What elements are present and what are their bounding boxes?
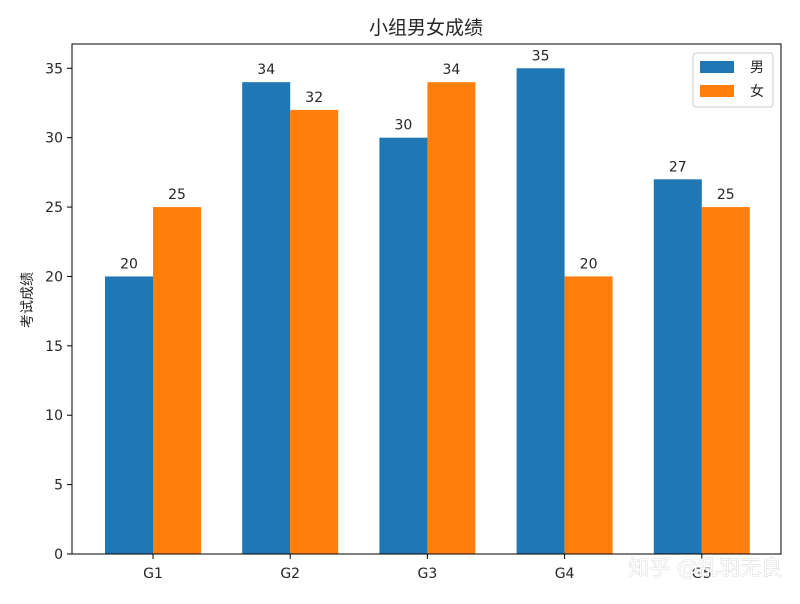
data-label-G5-女: 25	[717, 187, 735, 203]
data-label-G5-男: 27	[669, 159, 687, 175]
data-label-G4-男: 35	[532, 48, 550, 64]
y-axis-ticks: 0 5 10 15 20 25 30 35	[45, 61, 72, 563]
legend: 男 女	[692, 52, 774, 108]
data-label-G3-男: 30	[394, 118, 412, 134]
legend-label-男: 男	[750, 60, 764, 76]
y-tick-label: 15	[45, 339, 63, 355]
bars	[105, 68, 750, 555]
bar-G5-女	[701, 207, 750, 554]
y-tick-label: 35	[45, 61, 63, 77]
x-tick-label: G4	[555, 566, 575, 582]
data-label-G2-女: 32	[305, 90, 323, 106]
data-label-G1-男: 20	[120, 256, 138, 272]
x-tick-label: G1	[143, 566, 163, 582]
legend-swatch-女	[700, 85, 734, 97]
y-tick-label: 30	[45, 131, 63, 147]
y-tick-label: 5	[54, 478, 63, 494]
bar-G3-女	[427, 82, 476, 554]
legend-label-女: 女	[750, 83, 764, 100]
data-label-G4-女: 20	[580, 256, 598, 272]
y-tick-label: 0	[54, 547, 63, 563]
bar-G4-女	[564, 276, 613, 554]
legend-swatch-男	[700, 61, 734, 73]
x-tick-label: G5	[692, 566, 712, 582]
data-label-G3-女: 34	[442, 62, 460, 78]
x-tick-label: G2	[280, 566, 300, 582]
bar-G2-男	[242, 82, 291, 554]
bar-G1-男	[105, 276, 153, 554]
x-axis-ticks: G1 G2 G3 G4 G5	[143, 554, 712, 582]
chart-title: 小组男女成绩	[369, 17, 483, 39]
watermark: 知乎 @乱羽无良	[628, 556, 782, 580]
bar-G1-女	[153, 207, 201, 554]
plot-frame	[71, 43, 782, 555]
y-tick-label: 10	[45, 408, 63, 424]
bar-G3-男	[379, 137, 428, 554]
y-axis-label: 考试成绩	[20, 272, 36, 328]
bar-G4-男	[516, 68, 565, 555]
data-label-G1-女: 25	[168, 187, 186, 203]
bar-G2-女	[290, 109, 339, 554]
bar-G5-男	[653, 179, 702, 554]
x-tick-label: G3	[418, 566, 438, 582]
y-tick-label: 25	[45, 200, 63, 216]
data-label-G2-男: 34	[257, 62, 275, 78]
y-tick-label: 20	[45, 269, 63, 285]
data-labels: 20 25 34 32 30 34 35 20 27 25	[120, 48, 735, 272]
